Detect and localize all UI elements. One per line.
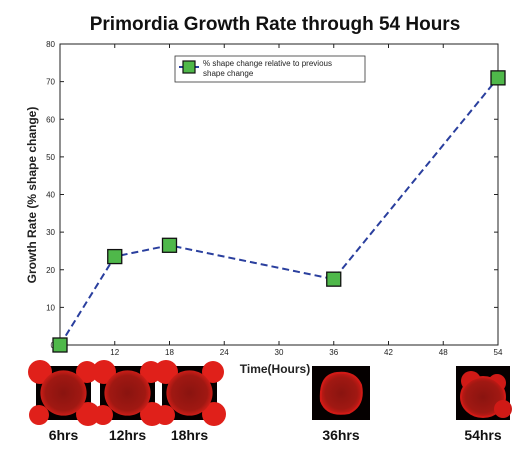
primordium [166,370,213,416]
y-tick-label: 80 [46,40,55,49]
primordium [104,370,151,416]
legend-label-line1: % shape change relative to previous [203,59,332,68]
x-tick-label: 24 [220,348,229,357]
thumbnail-54hrs: 54hrs [456,366,512,443]
thumbnail-6hrs: 6hrs [28,360,100,443]
cell-blob [154,360,178,384]
data-point [326,271,342,287]
y-tick-label: 70 [46,78,55,87]
x-tick-label: 30 [275,348,284,357]
cell-blob [29,405,49,425]
x-tick-label: 48 [439,348,448,357]
x-tick-label: 36 [329,348,338,357]
axis-ticks: 010203040506070801218243036424854 [46,40,503,357]
cell-blob [202,361,224,383]
cell-blob [494,400,512,418]
y-tick-label: 10 [46,303,55,312]
y-tick-label: 60 [46,115,55,124]
legend: % shape change relative to previous shap… [174,55,366,83]
chart-title: Primordia Growth Rate through 54 Hours [90,14,461,35]
thumbnail-18hrs: 18hrs [154,360,226,443]
primordium [319,371,363,415]
x-tick-label: 12 [110,348,119,357]
y-tick-label: 30 [46,228,55,237]
primordium [460,376,506,418]
data-point [161,237,178,253]
x-tick-label: 54 [494,348,503,357]
y-axis-label: Growth Rate (% shape change) [25,107,39,284]
data-point [490,70,506,86]
thumbnail-strip: 6hrs 12hrs 18hrs 36hrs 54hrs [28,360,512,443]
y-tick-label: 50 [46,153,55,162]
thumbnail-label: 6hrs [49,427,79,443]
primordium [40,370,87,416]
series-line [59,77,499,346]
cell-blob [155,405,175,425]
cell-blob [28,360,52,384]
legend-box [174,55,366,83]
series-layer [52,70,506,353]
cell-blob [76,361,98,383]
cell-blob [92,360,116,384]
thumbnail-12hrs: 12hrs [92,360,164,443]
legend-label-line2: shape change [203,69,254,78]
thumbnail-label: 54hrs [464,427,502,443]
legend-marker [182,60,196,74]
data-point [107,248,123,265]
data-point [52,337,68,353]
thumbnail-label: 36hrs [322,427,360,443]
cell-blob [76,402,100,426]
thumbnail-36hrs: 36hrs [312,366,370,443]
thumbnail-label: 12hrs [109,427,147,443]
plot-area [59,43,499,346]
x-axis-label: Time(Hours) [240,362,310,376]
x-tick-label: 18 [165,348,174,357]
thumbnail-label: 18hrs [171,427,209,443]
x-tick-label: 42 [384,348,393,357]
cell-blob [93,405,113,425]
y-tick-label: 40 [46,191,55,200]
y-tick-label: 20 [46,266,55,275]
cell-blob [202,402,226,426]
